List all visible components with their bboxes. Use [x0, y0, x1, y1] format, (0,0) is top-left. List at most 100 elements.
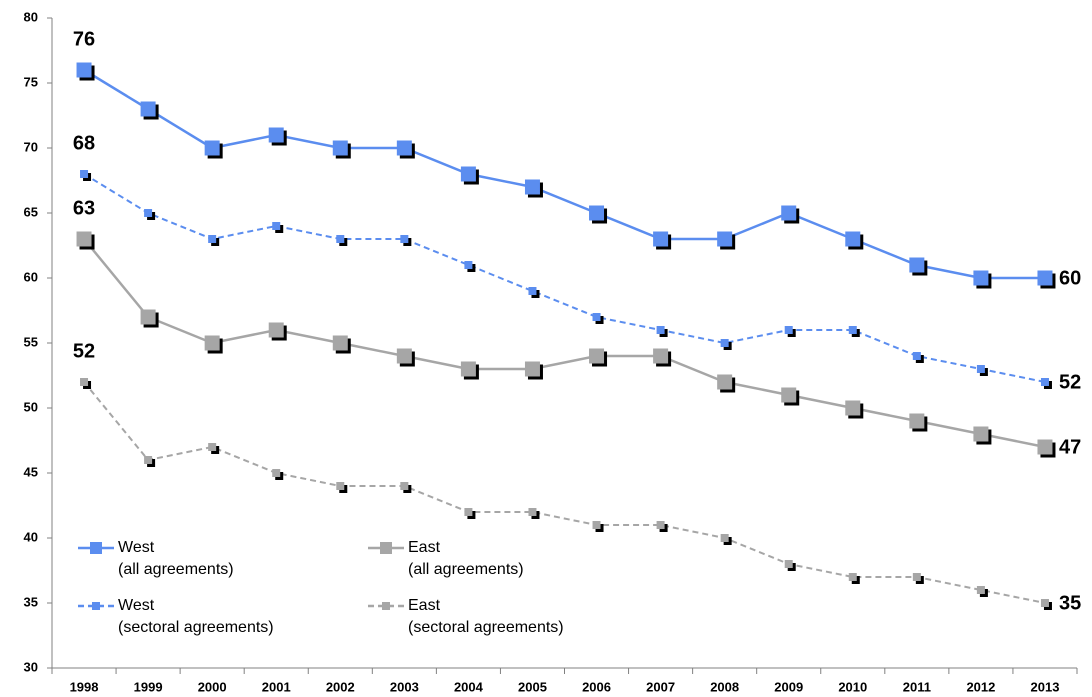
y-tick-label: 60	[24, 269, 38, 284]
x-tick-label: 2006	[582, 679, 611, 694]
data-point	[528, 508, 537, 516]
data-point	[912, 352, 921, 360]
marker	[781, 205, 800, 224]
data-point	[592, 313, 601, 321]
marker	[845, 231, 864, 250]
marker	[592, 521, 604, 532]
data-point	[781, 387, 797, 403]
data-point	[336, 482, 345, 490]
data-point	[524, 361, 540, 377]
x-tick-label: 2012	[966, 679, 995, 694]
marker	[976, 586, 988, 597]
data-point	[140, 309, 156, 325]
x-tick-label: 2008	[710, 679, 739, 694]
marker	[464, 508, 476, 519]
data-point	[848, 326, 857, 334]
marker	[396, 348, 415, 367]
marker	[144, 209, 156, 220]
y-tick-label: 75	[24, 74, 38, 89]
data-point	[653, 231, 669, 247]
marker	[653, 348, 672, 367]
data-point	[784, 326, 793, 334]
data-point	[268, 322, 284, 338]
marker	[976, 365, 988, 376]
data-point	[80, 170, 89, 178]
marker	[528, 508, 540, 519]
data-point	[332, 335, 348, 351]
data-point	[592, 521, 601, 529]
data-point	[396, 348, 412, 364]
y-tick-label: 65	[24, 204, 38, 219]
marker	[1037, 270, 1056, 289]
marker	[784, 560, 796, 571]
series-line	[83, 68, 1045, 280]
y-tick-label: 35	[24, 594, 38, 609]
y-tick-label: 80	[24, 9, 38, 24]
data-point	[909, 257, 925, 273]
marker	[332, 140, 351, 159]
marker	[784, 326, 796, 337]
legend-label: West (sectoral agreements)	[118, 597, 274, 636]
y-tick-label: 70	[24, 139, 38, 154]
data-point	[144, 456, 153, 464]
series-line	[83, 173, 1046, 383]
x-tick-label: 2004	[454, 679, 484, 694]
marker	[76, 62, 95, 81]
data-point	[204, 140, 220, 156]
legend-label: East (sectoral agreements)	[408, 597, 564, 636]
data-point	[848, 573, 857, 581]
marker	[653, 231, 672, 250]
y-tick-label: 40	[24, 529, 38, 544]
legend-marker	[380, 542, 392, 554]
x-tick-label: 2002	[326, 679, 355, 694]
data-point	[76, 231, 92, 247]
data-label: 76	[73, 28, 95, 50]
data-point	[464, 261, 473, 269]
marker	[848, 573, 860, 584]
marker	[589, 205, 608, 224]
data-point	[268, 127, 284, 143]
data-point	[653, 348, 669, 364]
data-label: 52	[1059, 371, 1081, 393]
marker	[781, 387, 800, 406]
x-tick-label: 1999	[134, 679, 163, 694]
marker	[717, 374, 736, 393]
data-point	[656, 326, 665, 334]
data-point	[76, 62, 92, 78]
data-point	[781, 205, 797, 221]
data-point	[909, 413, 925, 429]
x-tick-label: 2011	[903, 679, 931, 694]
marker	[204, 140, 223, 159]
marker	[268, 127, 287, 146]
marker	[400, 235, 412, 246]
data-point	[524, 179, 540, 195]
marker	[208, 235, 220, 246]
marker	[80, 378, 92, 389]
marker	[464, 261, 476, 272]
marker	[460, 361, 479, 380]
data-point	[332, 140, 348, 156]
data-point	[272, 222, 281, 230]
data-point	[208, 235, 217, 243]
data-label: 47	[1059, 436, 1081, 458]
x-tick-label: 2009	[774, 679, 803, 694]
data-point	[1040, 378, 1049, 386]
series-line	[83, 381, 1046, 604]
marker	[845, 400, 864, 419]
marker	[144, 456, 156, 467]
marker	[1040, 378, 1052, 389]
marker	[528, 287, 540, 298]
marker	[76, 231, 95, 250]
marker	[272, 469, 284, 480]
data-point	[720, 339, 729, 347]
x-tick-label: 1998	[70, 679, 99, 694]
data-label: 63	[73, 197, 95, 219]
marker	[912, 352, 924, 363]
marker	[909, 257, 928, 276]
marker	[909, 413, 928, 432]
data-point	[656, 521, 665, 529]
data-point	[976, 365, 985, 373]
marker	[656, 326, 668, 337]
marker	[80, 170, 92, 181]
marker	[524, 179, 543, 198]
